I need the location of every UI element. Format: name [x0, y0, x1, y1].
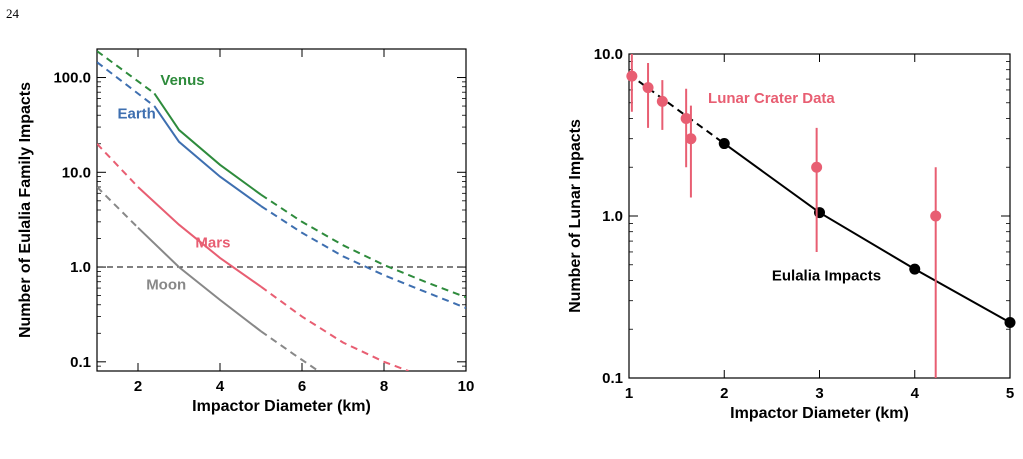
lunar-crater-point [626, 70, 638, 82]
y-axis-label: Number of Eulalia Family Impacts [17, 82, 34, 338]
x-axis-label: Impactor Diameter (km) [730, 405, 909, 422]
lunar-crater-point [656, 95, 668, 107]
earth-label: Earth [118, 105, 156, 122]
lunar-crater-point [680, 112, 692, 124]
eulalia-model-point [909, 263, 921, 275]
earth-dashed-low [97, 61, 156, 107]
x-tick-label: 4 [911, 385, 920, 402]
x-tick-label: 4 [216, 378, 225, 395]
moon-label: Moon [146, 276, 186, 293]
x-tick-label: 6 [298, 378, 306, 395]
earth-dashed-high [260, 205, 466, 309]
y-tick-label: 100.0 [53, 70, 91, 87]
y-tick-label: 10.0 [594, 46, 623, 63]
eulalia-model-point [718, 138, 730, 150]
mars-dashed-high [260, 285, 409, 371]
x-tick-label: 3 [815, 385, 823, 402]
lunar-crater-data-label: Lunar Crater Data [708, 90, 835, 107]
y-tick-label: 1.0 [602, 208, 623, 225]
lunar-crater-point [930, 210, 942, 222]
moon-solid-line [137, 226, 262, 333]
x-axis-label: Impactor Diameter (km) [192, 398, 371, 415]
mars-dashed-low [97, 143, 139, 188]
x-tick-label: 10 [458, 378, 475, 395]
lunar-crater-point [642, 82, 654, 94]
eulalia-model-dashed-line [628, 73, 725, 145]
mars-solid-line [137, 186, 262, 288]
y-axis-label: Number of Lunar Impacts [567, 119, 584, 313]
lunar-crater-point [811, 161, 823, 173]
eulalia-impacts-label: Eulalia Impacts [772, 267, 881, 284]
moon-dashed-high [260, 330, 319, 371]
venus-dashed-high [260, 193, 466, 299]
lunar-crater-point [685, 133, 697, 145]
venus-label: Venus [160, 72, 204, 89]
x-tick-label: 2 [134, 378, 142, 395]
y-tick-label: 0.1 [70, 354, 91, 371]
moon-dashed-low [97, 186, 139, 229]
y-tick-label: 10.0 [62, 164, 91, 181]
page-number: 24 [6, 6, 19, 21]
x-tick-label: 8 [380, 378, 388, 395]
y-tick-label: 0.1 [602, 370, 623, 387]
x-tick-label: 5 [1006, 385, 1014, 402]
x-tick-label: 2 [720, 385, 728, 402]
x-tick-label: 1 [625, 385, 633, 402]
y-tick-label: 1.0 [70, 259, 91, 276]
mars-label: Mars [195, 235, 230, 252]
venus-solid-line [153, 92, 262, 196]
eulalia-model-line [723, 142, 1011, 324]
earth-solid-line [153, 105, 262, 207]
eulalia-model-point [1004, 317, 1016, 329]
